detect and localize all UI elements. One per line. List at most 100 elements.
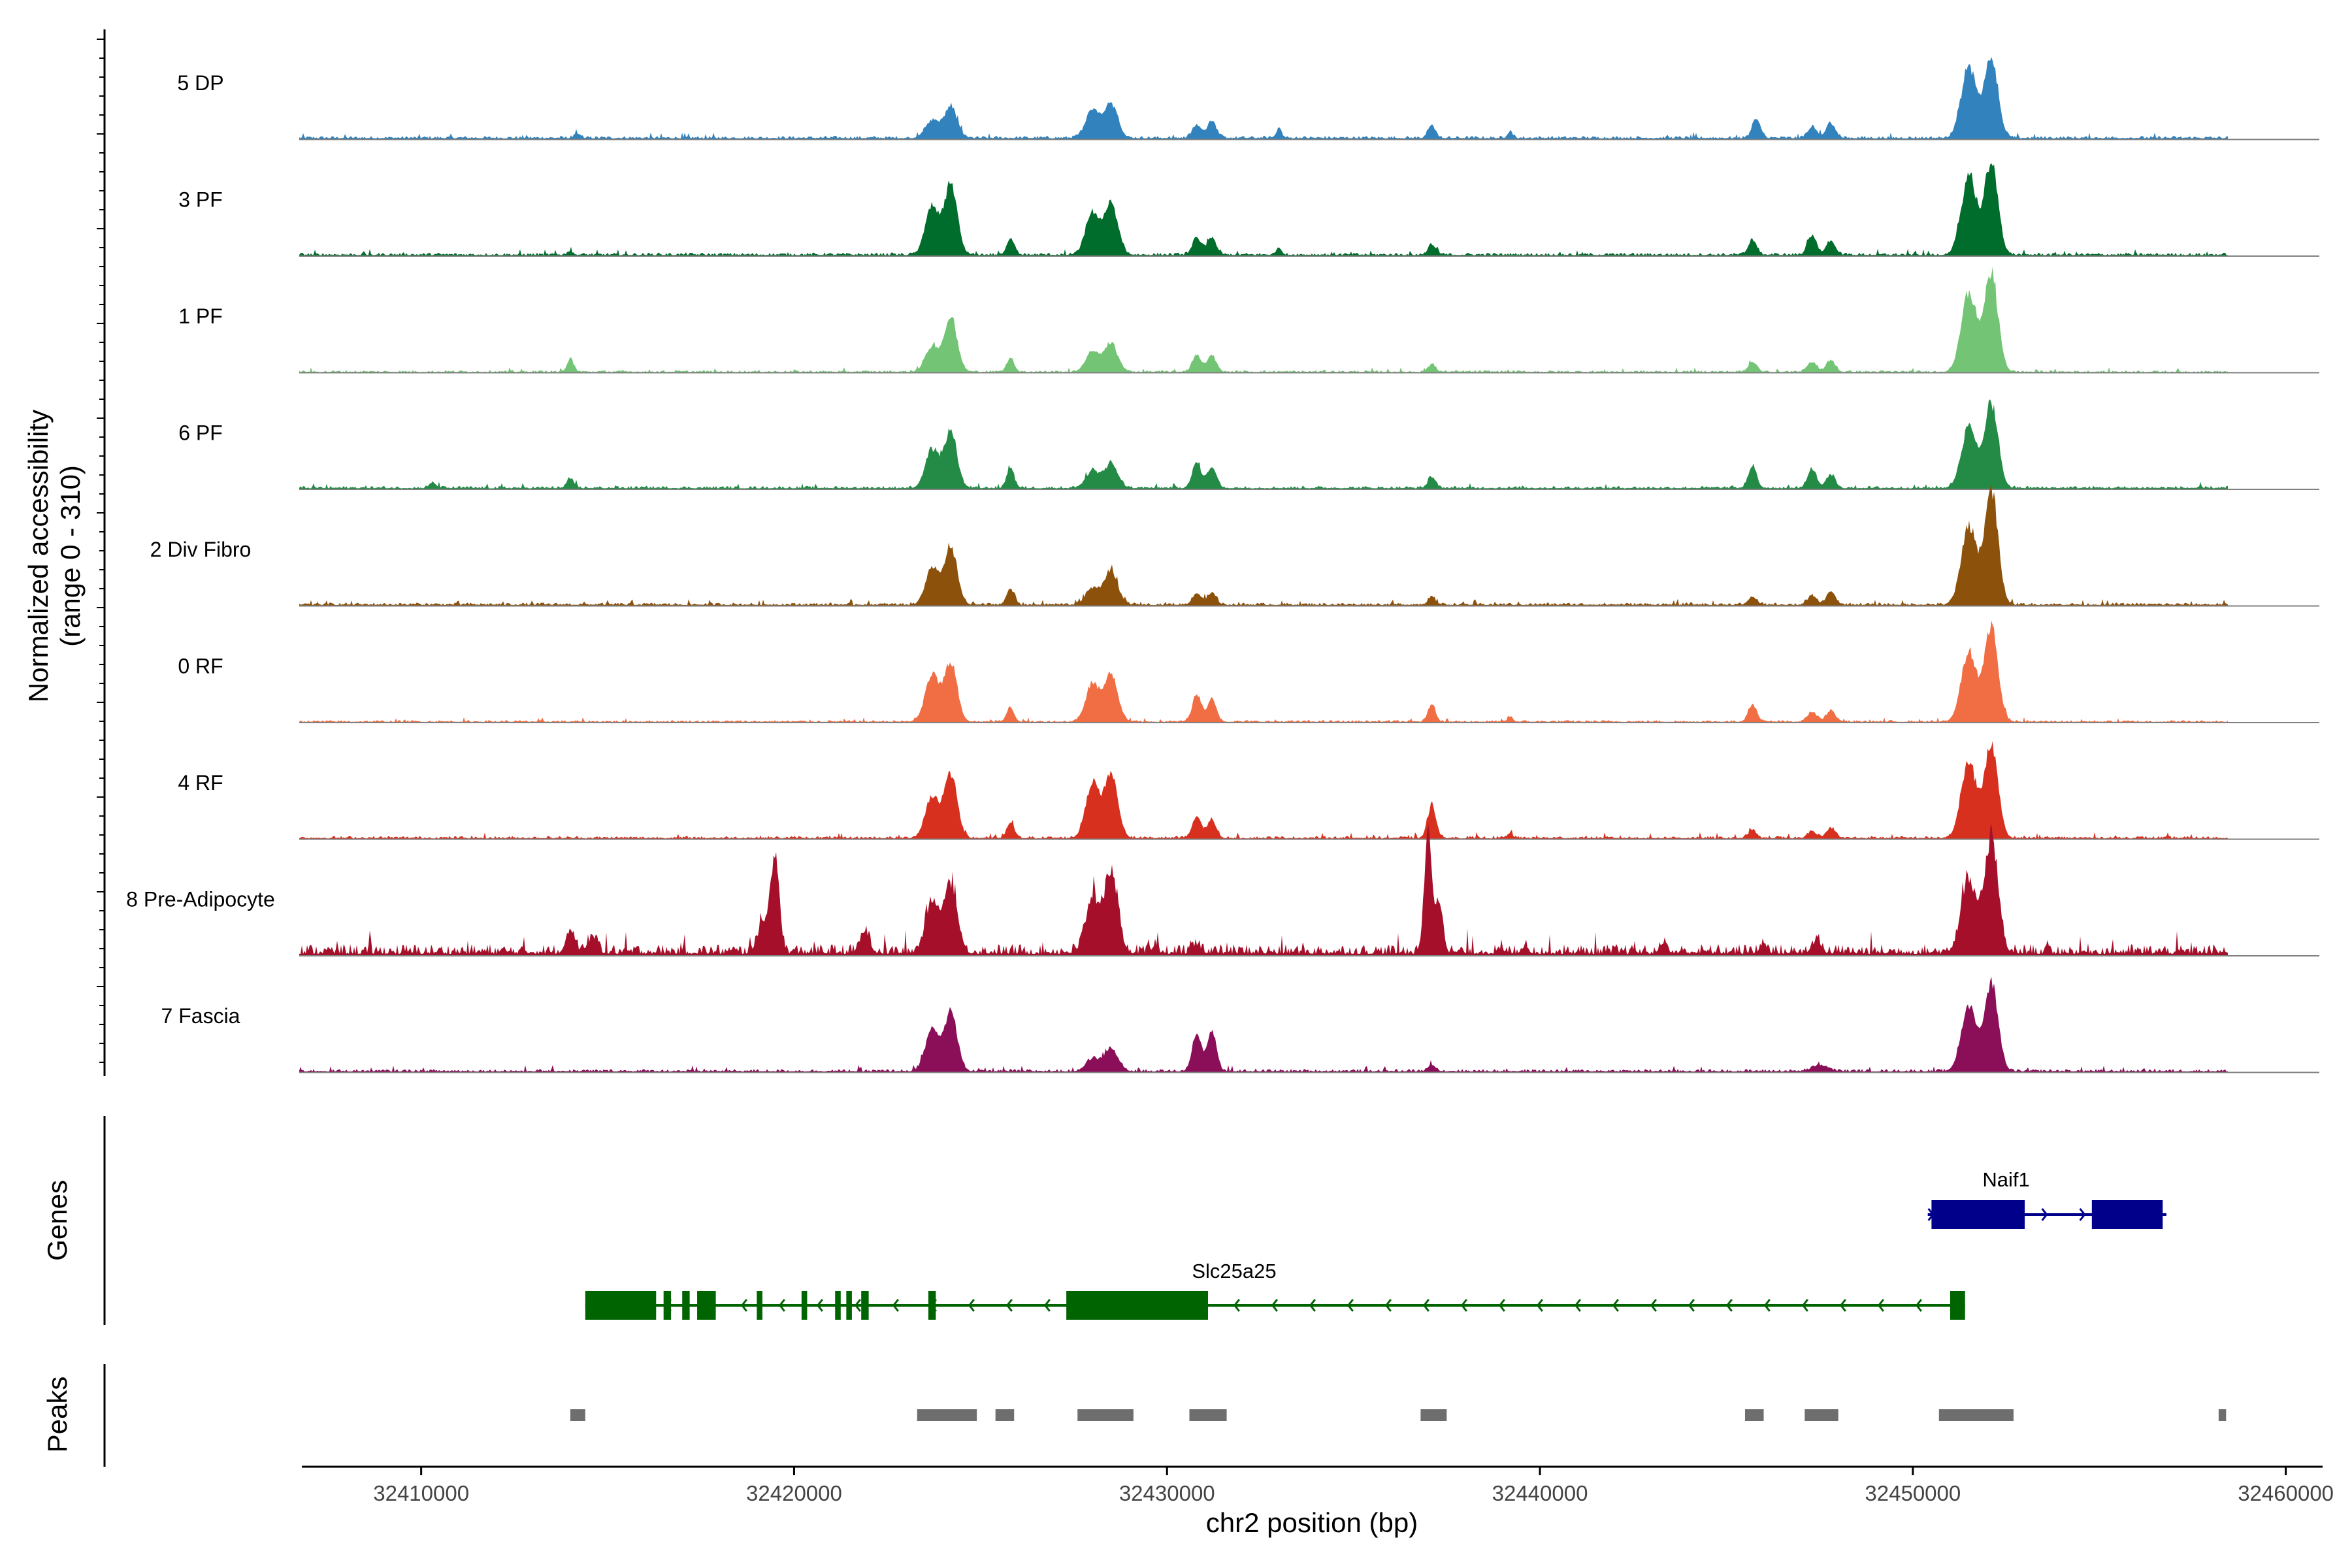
peak-region	[1744, 1409, 1764, 1421]
strand-arrow	[1536, 1299, 1543, 1312]
strand-arrow	[1498, 1299, 1505, 1312]
x-tick-label: 32460000	[2238, 1481, 2334, 1505]
axis-layer: 32410000 32420000 32430000 32440000 32450000…	[97, 29, 2334, 1505]
strand-arrow	[2079, 1208, 2086, 1221]
y-axis-title-line2: (range 0 - 310)	[55, 465, 86, 647]
strand-arrow	[2041, 1208, 2048, 1221]
peak-region	[1077, 1409, 1134, 1421]
track-label: 1 PF	[178, 304, 223, 328]
track-7-fascia: 7 Fascia	[161, 976, 2319, 1073]
exon-block	[835, 1291, 841, 1320]
strand-arrow	[1725, 1299, 1733, 1312]
peak-region	[1938, 1409, 2014, 1421]
strand-arrow	[1839, 1299, 1846, 1312]
strand-arrow	[816, 1299, 823, 1312]
strand-arrow	[854, 1299, 861, 1312]
track-1-pf: 1 PF	[178, 267, 2319, 374]
strand-arrow	[892, 1299, 899, 1312]
coverage-area	[299, 484, 2228, 606]
track-3-pf: 3 PF	[178, 163, 2319, 257]
exon-block	[585, 1291, 657, 1320]
track-label: 5 DP	[177, 71, 223, 95]
peak-region	[1805, 1409, 1838, 1421]
track-layer: 5 DP 3 PF 1 PF 6 PF 2 Div Fibro 0 RF 4 RF 8 Pre…	[126, 57, 2319, 1073]
peak-region	[1189, 1409, 1227, 1421]
strand-arrow	[1574, 1299, 1581, 1312]
x-tick-label: 32430000	[1119, 1481, 1215, 1505]
x-tick-label: 32440000	[1492, 1481, 1588, 1505]
strand-arrow	[1309, 1299, 1316, 1312]
track-2-div-fibro: 2 Div Fibro	[150, 484, 2319, 607]
coverage-area	[299, 163, 2228, 256]
strand-arrow	[1043, 1299, 1051, 1312]
track-label: 2 Div Fibro	[150, 538, 252, 561]
gene-slc25a25: Slc25a25	[585, 1260, 1965, 1320]
exon-block	[682, 1291, 690, 1320]
strand-arrow	[1233, 1299, 1240, 1312]
strand-arrow	[1801, 1299, 1808, 1312]
exon-block	[1066, 1291, 1209, 1320]
strand-arrow	[778, 1299, 785, 1312]
strand-arrow	[1460, 1299, 1467, 1312]
track-label: 8 Pre-Adipocyte	[126, 888, 275, 911]
gene-naif1: Naif1	[1927, 1168, 2166, 1229]
coverage-area	[299, 399, 2228, 489]
exon-block	[2091, 1200, 2163, 1229]
track-4-rf: 4 RF	[178, 741, 2319, 840]
strand-arrow	[1915, 1299, 1922, 1312]
strand-arrow	[968, 1299, 975, 1312]
exon-block	[697, 1291, 716, 1320]
exon-block	[846, 1291, 852, 1320]
strand-arrow	[740, 1299, 747, 1312]
exon-block	[801, 1291, 808, 1320]
track-label: 4 RF	[178, 771, 223, 794]
peak-region	[570, 1409, 585, 1421]
strand-arrow	[1271, 1299, 1278, 1312]
genes-panel-title: Genes	[42, 1180, 73, 1261]
coverage-area	[299, 57, 2228, 140]
track-label: 7 Fascia	[161, 1004, 240, 1028]
x-tick-label: 32450000	[1865, 1481, 1961, 1505]
peak-region	[2218, 1409, 2227, 1421]
coverage-area	[299, 976, 2228, 1073]
peak-region	[917, 1409, 977, 1421]
track-6-pf: 6 PF	[178, 399, 2319, 490]
exon-block	[928, 1291, 936, 1320]
track-label: 6 PF	[178, 421, 223, 445]
peaks-panel-title: Peaks	[42, 1377, 73, 1453]
strand-arrow	[1877, 1299, 1884, 1312]
y-axis-title-line1: Normalized accessibility	[23, 410, 54, 702]
track-label: 0 RF	[178, 655, 223, 678]
exon-block	[1931, 1200, 2025, 1229]
track-0-rf: 0 RF	[178, 620, 2319, 723]
exon-block	[663, 1291, 672, 1320]
strand-arrow	[1763, 1299, 1771, 1312]
gene-name-label: Slc25a25	[1192, 1260, 1276, 1282]
exon-block	[1950, 1291, 1965, 1320]
peak-region	[1420, 1409, 1447, 1421]
coverage-area	[299, 620, 2228, 723]
coverage-area	[299, 741, 2228, 840]
gene-layer: Naif1 Slc25a25	[585, 1168, 2166, 1320]
strand-arrow	[1005, 1299, 1013, 1312]
x-tick-label: 32420000	[746, 1481, 842, 1505]
track-5-dp: 5 DP	[177, 57, 2319, 140]
exon-block	[861, 1291, 869, 1320]
coverage-area	[299, 267, 2228, 373]
x-tick-label: 32410000	[373, 1481, 469, 1505]
coverage-area	[299, 823, 2228, 956]
strand-arrow	[1612, 1299, 1619, 1312]
track-8-pre-adipocyte: 8 Pre-Adipocyte	[126, 823, 2319, 956]
gene-name-label: Naif1	[1982, 1168, 2029, 1191]
strand-arrow	[1650, 1299, 1657, 1312]
strand-arrow	[1422, 1299, 1429, 1312]
strand-arrow	[1384, 1299, 1392, 1312]
strand-arrow	[1688, 1299, 1695, 1312]
track-label: 3 PF	[178, 188, 223, 212]
exon-block	[757, 1291, 762, 1320]
x-axis-title: chr2 position (bp)	[1206, 1507, 1418, 1538]
peak-region	[995, 1409, 1015, 1421]
strand-arrow	[1347, 1299, 1354, 1312]
peak-layer	[570, 1409, 2227, 1421]
